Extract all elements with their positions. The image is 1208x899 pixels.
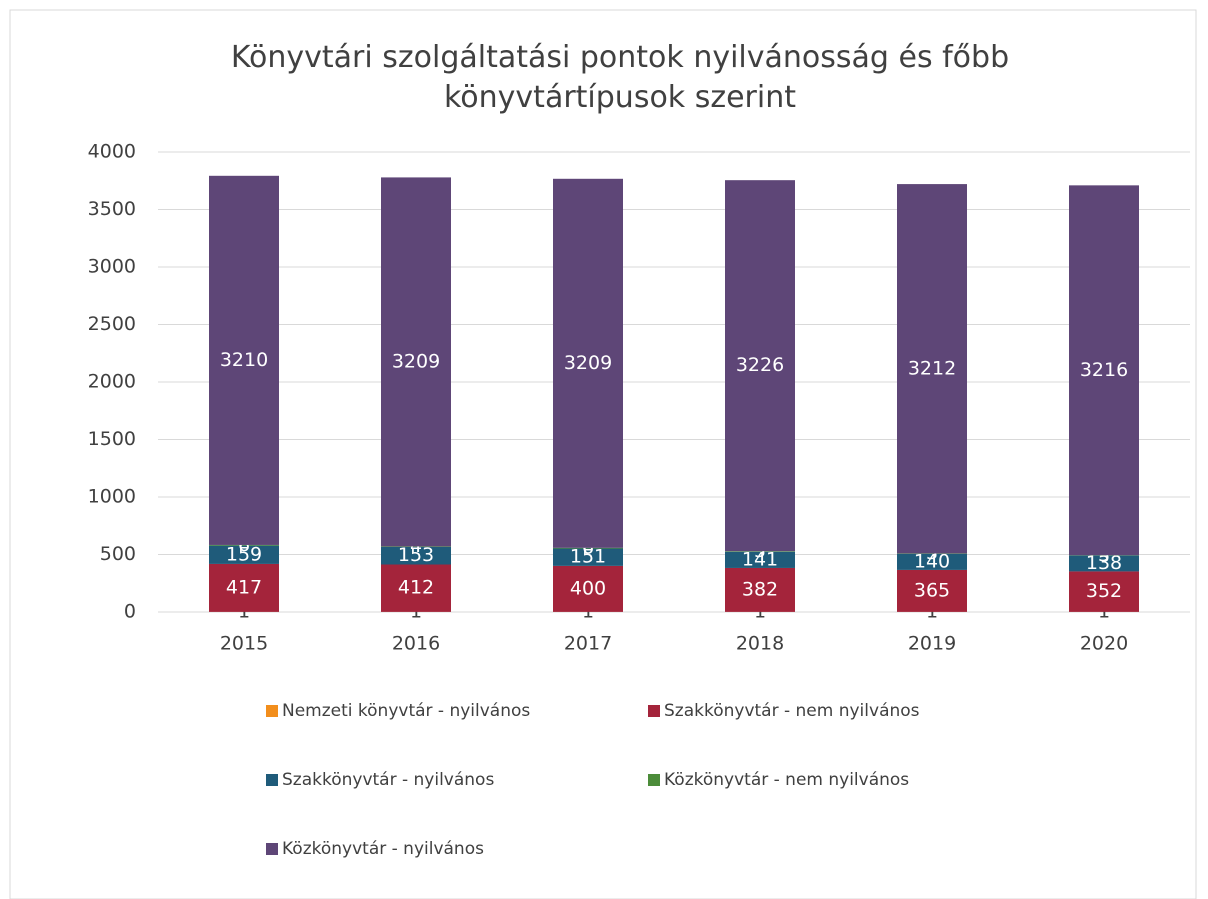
data-label: 153: [398, 544, 434, 566]
bar-segment: [553, 565, 623, 612]
chart-frame: [9, 9, 1197, 899]
legend-label: Szakkönyvtár - nyilvános: [282, 770, 494, 790]
y-tick-label: 2500: [88, 313, 136, 335]
x-tick-label: 2017: [564, 633, 612, 655]
bar-segment: [381, 546, 451, 565]
y-tick-label: 0: [124, 601, 136, 623]
data-label: 141: [742, 548, 778, 570]
y-tick-label: 3000: [88, 256, 136, 278]
legend-label: Közkönyvtár - nyilvános: [282, 839, 484, 859]
bar-segment: [1069, 555, 1139, 572]
y-tick-label: 4000: [88, 141, 136, 163]
data-label: 140: [914, 550, 950, 572]
y-tick-label: 1500: [88, 428, 136, 450]
data-label: 412: [398, 577, 434, 599]
legend-label: Nemzeti könyvtár - nyilvános: [282, 701, 530, 721]
bar-segment: [553, 178, 623, 548]
bar-segment: [553, 548, 623, 566]
legend-swatch: [648, 774, 660, 786]
y-tick-label: 2000: [88, 371, 136, 393]
legend-swatch: [648, 705, 660, 717]
bar-segment: [209, 563, 279, 612]
data-label: 352: [1086, 580, 1122, 602]
legend-swatch: [266, 843, 278, 855]
bar-segment: [209, 544, 279, 546]
bar-segment: [725, 551, 795, 568]
y-tick-label: 500: [100, 543, 136, 565]
bar-segment: [1069, 185, 1139, 556]
data-label: 159: [226, 543, 262, 565]
data-label: 382: [742, 578, 778, 600]
y-tick-label: 1000: [88, 486, 136, 508]
x-tick-label: 2019: [908, 633, 956, 655]
bar-segment: [209, 175, 279, 545]
chart-title: Könyvtári szolgáltatási pontok nyilvános…: [230, 40, 1010, 115]
legend-swatch: [266, 774, 278, 786]
bar-segment: [897, 553, 967, 570]
y-tick-label: 3500: [88, 198, 136, 220]
x-tick-label: 2016: [392, 633, 440, 655]
data-label: 417: [226, 576, 262, 598]
bar-segment: [725, 567, 795, 612]
bar-segment: [897, 569, 967, 612]
data-label: 365: [914, 579, 950, 601]
data-label: 3212: [908, 357, 956, 379]
bar-segment: [381, 177, 451, 547]
bar-segment: [381, 564, 451, 612]
data-label: 3210: [220, 349, 268, 371]
x-tick-label: 2018: [736, 633, 784, 655]
data-label: 3209: [392, 350, 440, 372]
data-label: 3226: [736, 354, 784, 376]
bar-segment: [897, 184, 967, 554]
data-label: 3209: [564, 352, 612, 374]
bar-segment: [725, 180, 795, 552]
legend-swatch: [266, 705, 278, 717]
data-label: 151: [570, 546, 606, 568]
bar-segment: [209, 545, 279, 564]
x-tick-label: 2020: [1080, 633, 1128, 655]
bar-segment: [725, 551, 795, 552]
data-label: 138: [1086, 552, 1122, 574]
legend-label: Szakkönyvtár - nem nyilvános: [664, 701, 920, 721]
data-label: 3216: [1080, 359, 1128, 381]
bar-segment: [553, 547, 623, 549]
data-label: 400: [570, 577, 606, 599]
x-tick-label: 2015: [220, 633, 268, 655]
legend-label: Közkönyvtár - nem nyilvános: [664, 770, 909, 790]
bar-segment: [1069, 571, 1139, 612]
